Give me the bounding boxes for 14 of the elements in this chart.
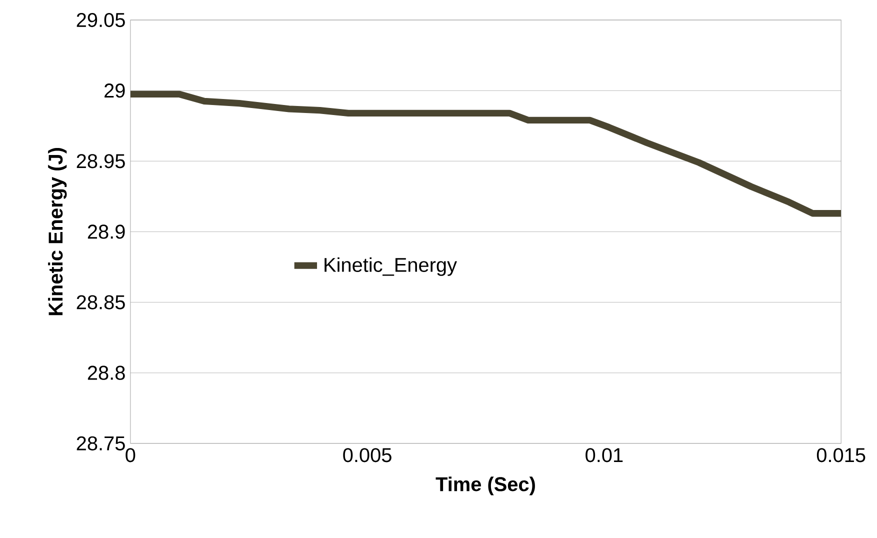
y-tick-label: 28.75 <box>76 436 125 450</box>
y-tick-label: 28.8 <box>88 366 125 380</box>
y-tick-label: 28.85 <box>76 295 125 310</box>
y-tick-label: 29 <box>104 84 125 98</box>
y-tick-label: 29.05 <box>76 13 125 28</box>
x-tick-label: 0.01 <box>586 448 623 462</box>
y-tick-label: 28.9 <box>88 224 125 239</box>
y-tick-label: 28.95 <box>76 154 125 168</box>
x-axis-title: Time (Sec) <box>436 476 535 496</box>
x-tick-label: 0.005 <box>343 448 392 462</box>
x-tick-label: 0 <box>126 448 136 462</box>
legend-label: Kinetic_Energy <box>324 257 457 276</box>
y-axis-title: Kinetic Energy (J) <box>48 148 67 316</box>
x-tick-label: 0.015 <box>816 448 866 462</box>
